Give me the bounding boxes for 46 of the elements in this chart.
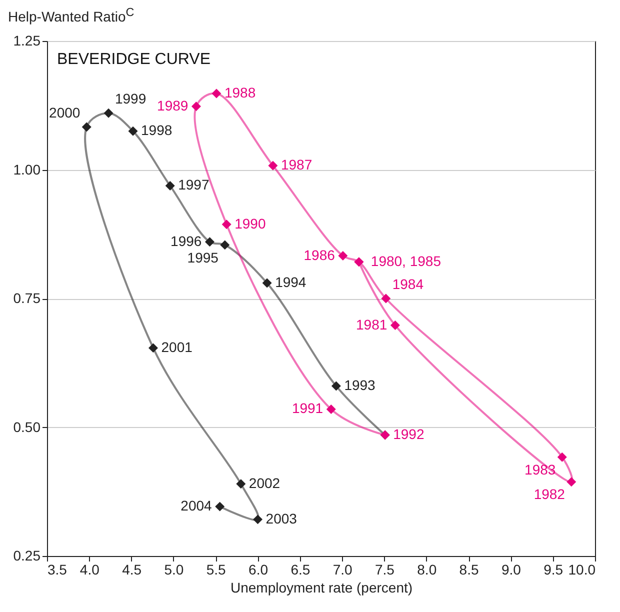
- annotation: 2000: [49, 104, 80, 121]
- annotation: 2003: [266, 510, 298, 526]
- x-tick-label: 7.0: [332, 562, 353, 578]
- annotation: 1989: [157, 97, 188, 114]
- x-tick-label: 9.5: [544, 562, 564, 578]
- x-tick-label: 8.0: [417, 562, 437, 578]
- x-tick-label: 7.5: [374, 562, 395, 578]
- y-tick-label: 1.25: [13, 32, 41, 48]
- y-axis-title: Help-Wanted Ratio$^{C}$: [8, 6, 134, 25]
- annotation: 1984: [392, 276, 424, 292]
- annotation: 1994: [275, 274, 306, 290]
- x-tick-label: 8.5: [459, 562, 479, 578]
- y-tick-label: 0.75: [13, 290, 41, 306]
- x-tick-label: 10.0: [568, 562, 596, 578]
- annotation: 2001: [161, 338, 193, 355]
- annotation: 1983: [524, 462, 556, 478]
- y-tick-label: 0.50: [13, 418, 41, 435]
- x-tick-label: 5.5: [206, 562, 226, 578]
- y-tick-label: 0.25: [13, 548, 41, 564]
- annotation: 1997: [178, 176, 210, 193]
- text: BEVERIDGE CURVE: [57, 51, 211, 68]
- annotation: 1999: [114, 90, 146, 107]
- annotation: 1981: [356, 316, 388, 332]
- annotation: 1988: [224, 84, 256, 101]
- annotation: 1995: [187, 249, 219, 266]
- x-tick-label: 4.5: [122, 562, 142, 578]
- x-tick-label: 5.0: [164, 562, 184, 578]
- y-tick-label: 1.00: [13, 161, 41, 178]
- x-tick-label: 9.0: [501, 562, 522, 578]
- x-axis-title: Unemployment rate (percent): [230, 580, 413, 596]
- annotation: 1992: [393, 426, 424, 442]
- annotation: 1982: [534, 486, 566, 502]
- annotation: 1986: [304, 246, 336, 263]
- x-tick-label: 6.0: [248, 562, 268, 578]
- annotation: 1990: [234, 215, 266, 232]
- annotation: 1996: [170, 232, 202, 249]
- annotation: 1987: [280, 156, 312, 173]
- annotation: 1998: [141, 122, 172, 138]
- annotation: 2002: [248, 474, 280, 491]
- x-tick-label: 4.0: [80, 562, 100, 578]
- annotation: 2004: [180, 498, 212, 514]
- x-tick-label: 3.5: [48, 562, 68, 578]
- annotation: 1993: [344, 377, 376, 394]
- x-tick-label: 6.5: [290, 562, 310, 578]
- annotation: 1991: [292, 400, 324, 416]
- annotation: 1980, 1985: [370, 252, 442, 269]
